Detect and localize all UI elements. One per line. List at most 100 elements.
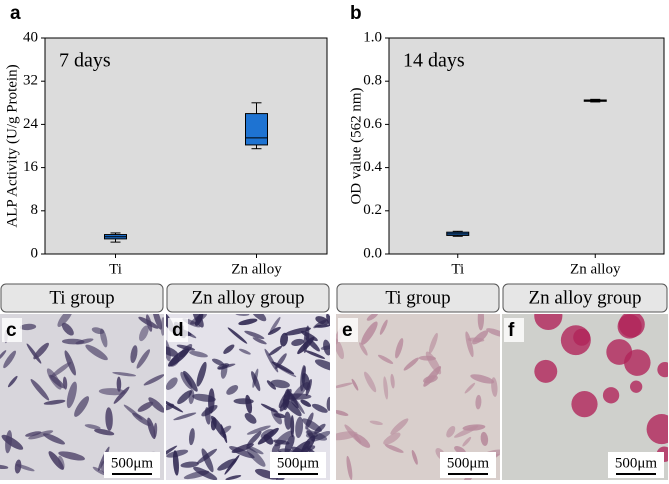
cell <box>428 332 438 354</box>
y-tick-label: 0.0 <box>363 245 382 261</box>
cell <box>1 434 24 450</box>
cell <box>66 381 77 409</box>
cell <box>462 436 472 447</box>
cell <box>280 332 289 347</box>
nodule <box>646 414 668 445</box>
cell <box>139 325 149 342</box>
cell <box>384 444 404 453</box>
cell <box>270 379 290 389</box>
cell <box>480 431 489 446</box>
cell <box>312 403 328 413</box>
cell <box>225 475 242 480</box>
x-tick-label: Ti <box>451 261 464 277</box>
cell <box>314 423 326 434</box>
cell <box>166 445 178 460</box>
cell <box>315 316 329 325</box>
y-tick-label: 24 <box>23 116 39 132</box>
cell <box>303 325 310 353</box>
cell <box>217 458 237 471</box>
cell <box>284 327 311 336</box>
cell <box>246 445 264 455</box>
group-label: Ti group <box>385 287 450 308</box>
group-label: Ti group <box>49 287 114 308</box>
cell <box>57 314 73 327</box>
cell <box>390 373 395 389</box>
cell <box>336 409 349 416</box>
cell <box>94 428 115 436</box>
cell <box>74 396 90 417</box>
cell <box>112 371 137 377</box>
cell <box>238 318 258 326</box>
cell <box>336 338 344 360</box>
cell <box>166 377 178 390</box>
cell <box>42 433 66 445</box>
panel-label: c <box>6 320 17 341</box>
cell <box>105 407 113 431</box>
y-tick-label: 40 <box>23 29 38 45</box>
cell <box>395 338 404 359</box>
cell <box>260 429 275 439</box>
y-tick-label: 8 <box>31 202 39 218</box>
scale-label: 500μm <box>615 455 658 471</box>
scale-label: 500μm <box>277 455 320 471</box>
cell <box>166 346 179 357</box>
cell <box>269 316 281 334</box>
cell <box>244 413 257 424</box>
y-tick-label: 0.4 <box>363 159 382 175</box>
cell <box>274 430 293 447</box>
cell <box>152 314 163 330</box>
nodule <box>571 390 598 418</box>
cell <box>233 398 254 405</box>
cell <box>25 431 42 437</box>
cell <box>390 418 409 435</box>
cell <box>425 351 442 375</box>
cell <box>336 382 353 389</box>
annotation: 14 days <box>403 50 465 72</box>
cell <box>246 446 266 467</box>
cell <box>189 350 208 358</box>
cell <box>446 425 456 438</box>
cell <box>58 451 86 461</box>
cell <box>180 461 199 468</box>
cell <box>275 353 287 369</box>
cell <box>28 430 54 440</box>
panel-label: d <box>172 320 184 341</box>
cell <box>423 375 438 384</box>
cell <box>271 442 281 454</box>
cell <box>201 404 218 417</box>
group-label: Zn alloy group <box>192 287 305 308</box>
cell <box>283 393 312 400</box>
cell <box>295 416 304 439</box>
cell <box>379 319 388 335</box>
scale-label: 500μm <box>447 455 490 471</box>
x-tick-label: Zn alloy <box>570 261 621 277</box>
group-tab <box>0 283 164 313</box>
cell <box>91 327 105 334</box>
cell <box>274 363 297 378</box>
cell <box>353 433 371 448</box>
label-bg <box>2 318 22 342</box>
y-tick-label: 16 <box>23 159 39 175</box>
cell <box>183 470 210 480</box>
cell <box>383 376 389 400</box>
cell <box>314 359 330 371</box>
cell <box>180 371 193 390</box>
cell <box>169 356 180 367</box>
cell <box>235 314 250 316</box>
cell <box>486 328 500 338</box>
cell <box>226 385 239 395</box>
cell <box>143 374 164 386</box>
cell <box>323 339 330 356</box>
cell <box>305 350 326 359</box>
cell <box>229 446 255 459</box>
panel-label: f <box>508 320 515 341</box>
cell <box>61 338 85 345</box>
cell <box>123 404 143 420</box>
cell <box>217 363 230 370</box>
cell <box>251 371 261 392</box>
cell <box>270 407 283 425</box>
cell <box>192 393 216 402</box>
group-label: Zn alloy group <box>529 287 642 308</box>
cell <box>210 415 227 439</box>
